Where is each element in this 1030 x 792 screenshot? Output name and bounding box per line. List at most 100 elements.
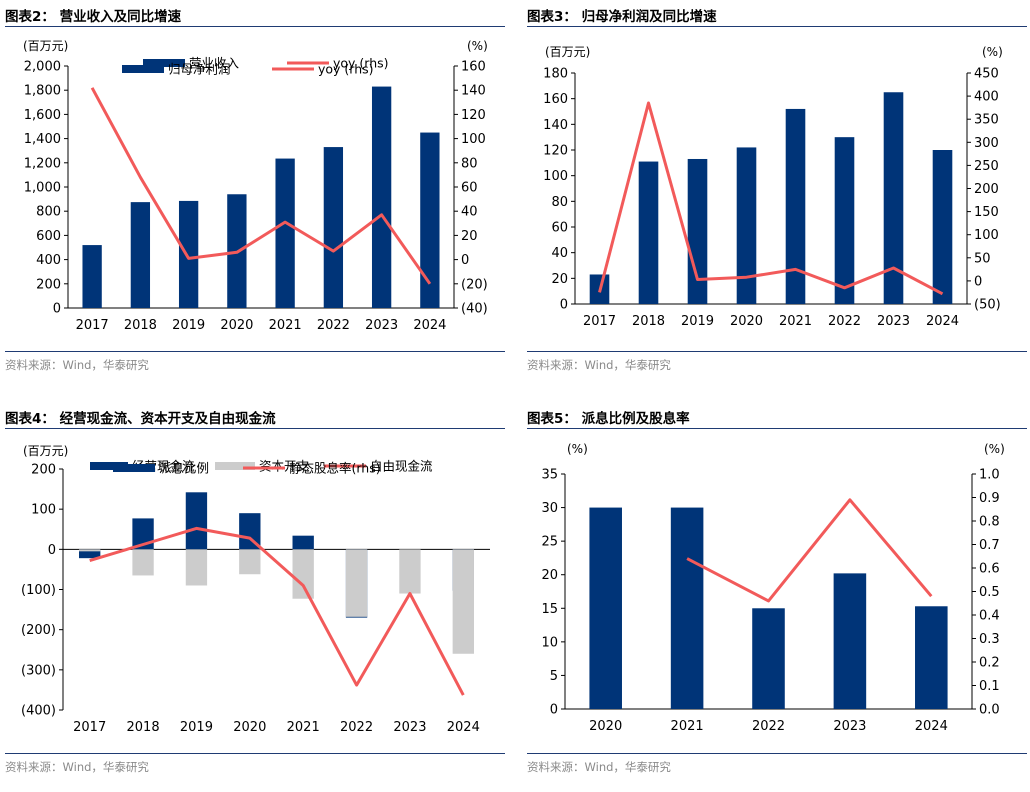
left-tick-label: 0	[560, 298, 568, 313]
left-tick-label: 400	[36, 253, 61, 268]
bar-派息比例	[833, 573, 867, 709]
x-tick-label: 2022	[340, 720, 373, 735]
x-tick-label: 2020	[220, 318, 253, 333]
bar-归母净利润	[883, 92, 904, 304]
right-tick-label: 0.9	[979, 491, 1000, 506]
right-unit-label: (%)	[467, 39, 488, 53]
x-tick-label: 2021	[779, 314, 812, 329]
left-unit-label: (百万元)	[545, 45, 590, 59]
left-tick-label: 5	[550, 669, 558, 684]
footer-rule	[5, 753, 505, 754]
bar-归母净利润	[736, 147, 757, 304]
right-tick-label: (20)	[461, 277, 488, 292]
left-tick-label: 25	[541, 535, 558, 550]
bar-归母净利润	[932, 150, 953, 304]
bar-归母净利润	[785, 108, 806, 304]
right-tick-label: 0	[461, 253, 469, 268]
bar-资本开支	[292, 549, 314, 599]
legend-label-资本开支: 资本开支	[259, 459, 310, 474]
x-tick-label: 2018	[124, 318, 157, 333]
x-tick-label: 2021	[269, 318, 302, 333]
left-tick-label: 140	[543, 118, 568, 133]
right-tick-label: 0.8	[979, 515, 1000, 530]
cash-flow-chart: (400) (300) (200) (100) 0 100 200 2017 2018 2019 2…	[21, 444, 490, 735]
left-tick-label: 20	[551, 272, 568, 287]
right-tick-label: 50	[974, 251, 991, 266]
right-tick-label: 160	[461, 60, 486, 75]
x-tick-label: 2024	[926, 314, 959, 329]
x-tick-label: 2022	[752, 719, 785, 734]
right-tick-label: 120	[461, 108, 486, 123]
bar-经营现金流	[292, 535, 314, 550]
left-unit-label: (百万元)	[23, 39, 68, 53]
right-tick-label: 20	[461, 229, 478, 244]
bar-营业收入	[178, 200, 199, 308]
legend-label-静态股息率(rhs): 静态股息率(rhs)	[289, 461, 381, 476]
panel-title: 图表3： 归母净利润及同比增速	[527, 9, 717, 25]
bar-资本开支	[345, 549, 368, 617]
left-tick-label: 180	[543, 67, 568, 82]
right-tick-label: 0.3	[979, 632, 1000, 647]
right-tick-label: 0.0	[979, 703, 1000, 718]
panel-title: 图表5： 派息比例及股息率	[527, 411, 690, 427]
left-tick-label: 1,200	[24, 156, 61, 171]
left-tick-label: 200	[31, 463, 56, 478]
bar-经营现金流	[185, 492, 208, 550]
source-note: 资料来源：Wind，华泰研究	[527, 760, 671, 774]
source-note: 资料来源：Wind，华泰研究	[5, 760, 149, 774]
left-tick-label: 1,400	[24, 132, 61, 147]
right-tick-label: 100	[974, 228, 999, 243]
x-tick-label: 2020	[233, 720, 266, 735]
x-tick-label: 2017	[583, 314, 616, 329]
left-tick-label: 800	[36, 205, 61, 220]
right-tick-label: 400	[974, 90, 999, 105]
right-tick-label: 300	[974, 136, 999, 151]
cash-flow-chart-panel: 图表4： 经营现金流、资本开支及自由现金流 (400) (300) (200) (10…	[5, 402, 505, 792]
footer-rule	[527, 753, 1027, 754]
x-tick-label: 2018	[632, 314, 665, 329]
left-tick-label: 30	[541, 501, 558, 516]
line-yoy (rhs)	[90, 87, 432, 285]
right-tick-label: 0	[974, 274, 982, 289]
legend-swatch-派息比例	[113, 464, 155, 472]
right-tick-label: 60	[461, 181, 478, 196]
left-tick-label: 35	[541, 468, 558, 483]
revenue-chart: 02004006008001,0001,2001,4001,6001,8002,…	[23, 39, 488, 333]
left-tick-label: (200)	[21, 623, 56, 638]
right-tick-label: 0.7	[979, 538, 1000, 553]
right-tick-label: (50)	[974, 298, 1001, 313]
x-tick-label: 2019	[180, 720, 213, 735]
left-tick-label: (100)	[21, 583, 56, 598]
right-tick-label: 140	[461, 84, 486, 99]
x-tick-label: 2021	[287, 720, 320, 735]
right-tick-label: 100	[461, 132, 486, 147]
x-tick-label: 2023	[365, 318, 398, 333]
x-tick-label: 2023	[393, 720, 426, 735]
bar-营业收入	[420, 132, 440, 308]
panel-title: 图表2： 营业收入及同比增速	[5, 9, 182, 25]
bar-资本开支	[239, 549, 261, 575]
left-tick-label: 600	[36, 229, 61, 244]
bar-派息比例	[589, 507, 622, 709]
right-tick-label: 450	[974, 67, 999, 82]
line-静态股息率(rhs)	[686, 498, 933, 603]
legend-label-自由现金流: 自由现金流	[370, 459, 433, 474]
legend-swatch-经营现金流	[90, 462, 128, 470]
left-tick-label: (400)	[21, 704, 56, 719]
bar-营业收入	[130, 202, 151, 308]
x-tick-label: 2017	[76, 318, 109, 333]
legend-label-yoy (rhs): yoy (rhs)	[333, 56, 389, 71]
right-tick-label: (40)	[461, 302, 488, 317]
panel-title: 图表4： 经营现金流、资本开支及自由现金流	[5, 411, 276, 427]
bar-派息比例	[915, 606, 948, 709]
bar-资本开支	[185, 549, 208, 586]
left-tick-label: 0	[48, 543, 56, 558]
bar-经营现金流	[239, 513, 261, 550]
right-tick-label: 40	[461, 205, 478, 220]
x-tick-label: 2019	[681, 314, 714, 329]
left-tick-label: 0	[550, 703, 558, 718]
right-tick-label: 80	[461, 156, 478, 171]
left-tick-label: 1,000	[24, 181, 61, 196]
legend-label-派息比例: 派息比例	[159, 461, 209, 476]
left-unit-label: (%)	[567, 442, 588, 456]
